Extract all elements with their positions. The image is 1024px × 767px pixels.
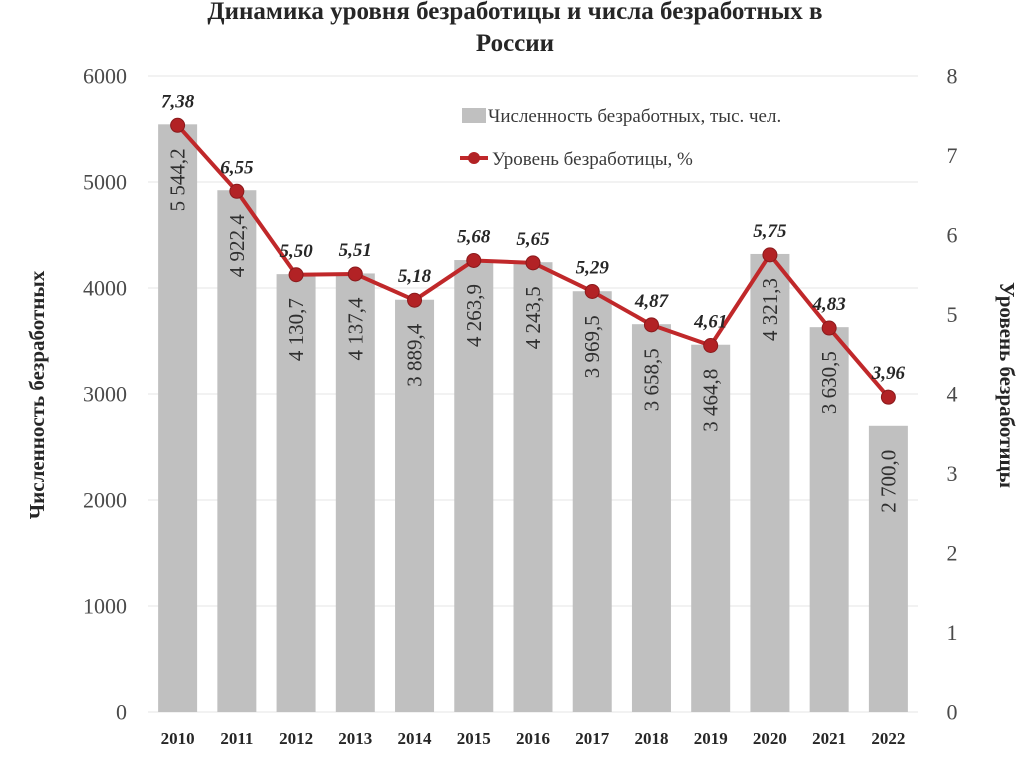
x-tick: 2016 bbox=[516, 729, 550, 748]
rate-point-2011 bbox=[229, 183, 245, 199]
bar-value-label: 3 658,5 bbox=[639, 348, 663, 411]
chart-title-line-2: России bbox=[476, 30, 554, 57]
legend: Численность безработных, тыс. чел. Уровен… bbox=[460, 106, 781, 170]
x-tick: 2012 bbox=[279, 729, 313, 748]
bar-2019 bbox=[691, 344, 731, 712]
bar-2017 bbox=[572, 291, 612, 712]
axis-layer: 0 1000 2000 3000 4000 5000 6000 0 1 2 3 4 5 6 7 8 2010 20… bbox=[25, 64, 1019, 749]
rate-point-2018 bbox=[643, 317, 659, 333]
rate-point-2014 bbox=[407, 292, 423, 308]
bar-value-label: 5 544,2 bbox=[166, 148, 190, 211]
y-right-tick: 8 bbox=[947, 64, 958, 89]
title-layer: Динамика уровня безработицы и числа безр… bbox=[207, 0, 822, 57]
rate-point-2013 bbox=[347, 266, 363, 282]
bar-value-label: 4 922,4 bbox=[225, 214, 249, 277]
bar-2015 bbox=[454, 260, 494, 712]
bar-value-label: 2 700,0 bbox=[876, 450, 900, 513]
y-left-axis-title: Численность безработных bbox=[25, 270, 49, 519]
rate-value-label: 4,61 bbox=[693, 312, 727, 333]
y-left-tick: 1000 bbox=[83, 594, 127, 619]
rate-value-label: 5,29 bbox=[576, 257, 610, 278]
rate-value-label: 5,68 bbox=[457, 226, 491, 247]
y-left-tick: 3000 bbox=[83, 382, 127, 407]
y-left-tick: 5000 bbox=[83, 170, 127, 195]
rate-value-label: 3,96 bbox=[871, 363, 906, 384]
rate-value-label: 5,18 bbox=[398, 266, 432, 287]
y-right-tick: 7 bbox=[947, 143, 958, 168]
bar-2014 bbox=[395, 299, 435, 712]
x-tick: 2013 bbox=[338, 729, 372, 748]
legend-line-marker bbox=[468, 152, 480, 164]
y-right-axis-title: Уровень безработицы bbox=[995, 282, 1019, 488]
bar-value-label: 3 464,8 bbox=[699, 369, 723, 432]
bar-value-label: 4 321,3 bbox=[758, 278, 782, 341]
y-left-tick: 0 bbox=[116, 700, 127, 725]
bar-value-label: 4 137,4 bbox=[343, 297, 367, 361]
y-right-tick: 3 bbox=[947, 461, 958, 486]
bar-2010 bbox=[158, 124, 198, 712]
bar-2011 bbox=[217, 190, 257, 713]
rate-point-2010 bbox=[170, 117, 186, 133]
x-tick: 2010 bbox=[161, 729, 195, 748]
rate-point-2019 bbox=[703, 338, 719, 354]
bar-2016 bbox=[513, 262, 553, 712]
rate-point-2015 bbox=[466, 252, 482, 268]
x-tick: 2022 bbox=[871, 729, 905, 748]
rate-point-2020 bbox=[762, 247, 778, 263]
bar-2018 bbox=[631, 324, 671, 712]
legend-bar-swatch bbox=[462, 108, 486, 123]
legend-line-label: Уровень безработицы, % bbox=[492, 149, 693, 170]
y-right-tick: 6 bbox=[947, 223, 958, 248]
rate-point-2017 bbox=[584, 283, 600, 299]
bar-2022 bbox=[868, 425, 908, 712]
bar-2013 bbox=[335, 273, 375, 712]
bar-layer bbox=[158, 124, 908, 713]
y-left-tick: 4000 bbox=[83, 276, 127, 301]
x-tick: 2018 bbox=[634, 729, 668, 748]
x-tick: 2021 bbox=[812, 729, 846, 748]
y-right-tick: 5 bbox=[947, 302, 958, 327]
y-left-tick: 6000 bbox=[83, 64, 127, 89]
y-right-tick: 0 bbox=[947, 700, 958, 725]
rate-value-label: 5,51 bbox=[339, 240, 372, 261]
rate-point-2016 bbox=[525, 255, 541, 271]
y-right-tick: 1 bbox=[947, 620, 958, 645]
rate-value-label: 6,55 bbox=[220, 157, 254, 178]
x-tick: 2011 bbox=[220, 729, 253, 748]
legend-bar-label: Численность безработных, тыс. чел. bbox=[488, 106, 781, 127]
bar-value-label: 4 130,7 bbox=[284, 298, 308, 361]
y-right-tick: 2 bbox=[947, 541, 958, 566]
line-layer bbox=[170, 117, 896, 405]
x-tick: 2019 bbox=[694, 729, 728, 748]
rate-value-label: 7,38 bbox=[161, 91, 195, 112]
x-tick: 2017 bbox=[575, 729, 610, 748]
rate-point-2022 bbox=[880, 389, 896, 405]
bar-value-label: 3 889,4 bbox=[403, 323, 427, 387]
rate-value-label: 5,65 bbox=[516, 229, 550, 250]
rate-point-2021 bbox=[821, 320, 837, 336]
rate-value-label: 5,50 bbox=[279, 241, 313, 262]
rate-value-label: 5,75 bbox=[753, 221, 787, 242]
y-left-tick: 2000 bbox=[83, 488, 127, 513]
rate-point-2012 bbox=[288, 267, 304, 283]
chart-title-line-1: Динамика уровня безработицы и числа безр… bbox=[207, 0, 822, 25]
bar-value-label: 4 243,5 bbox=[521, 286, 545, 349]
bar-2020 bbox=[750, 253, 790, 712]
bar-2012 bbox=[276, 274, 316, 712]
x-tick: 2020 bbox=[753, 729, 787, 748]
y-right-tick: 4 bbox=[947, 382, 958, 407]
bar-label-layer: 5 544,2 4 922,4 4 130,7 4 137,4 3 889,4 4 263… bbox=[166, 148, 901, 512]
rate-value-label: 4,83 bbox=[812, 294, 846, 315]
x-tick: 2015 bbox=[457, 729, 491, 748]
line-label-layer: 7,38 6,55 5,50 5,51 5,18 5,68 5,65 5,29 4,87 4,61… bbox=[161, 91, 906, 384]
x-tick: 2014 bbox=[398, 729, 433, 748]
bar-value-label: 4 263,9 bbox=[462, 284, 486, 347]
bar-value-label: 3 969,5 bbox=[580, 315, 604, 378]
bar-2021 bbox=[809, 327, 849, 712]
bar-value-label: 3 630,5 bbox=[817, 351, 841, 414]
rate-value-label: 4,87 bbox=[634, 291, 670, 312]
